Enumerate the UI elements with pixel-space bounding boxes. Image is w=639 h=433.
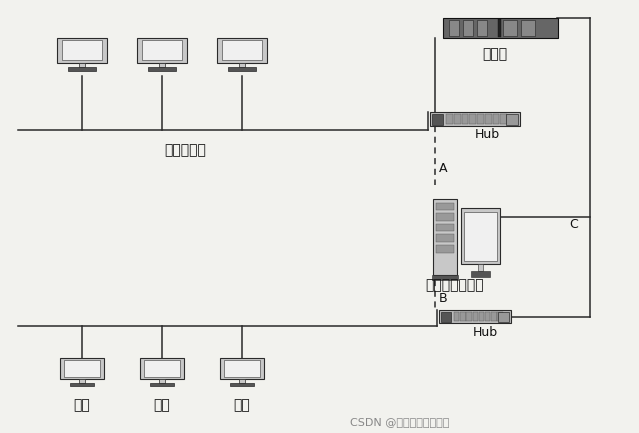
- Bar: [465, 211, 497, 261]
- Bar: [485, 312, 491, 321]
- Bar: [433, 198, 457, 275]
- Bar: [217, 38, 267, 63]
- Bar: [239, 63, 245, 67]
- Bar: [436, 234, 454, 242]
- Bar: [137, 38, 187, 63]
- Bar: [461, 114, 468, 124]
- Bar: [436, 224, 454, 232]
- Bar: [60, 358, 104, 379]
- Bar: [79, 379, 84, 383]
- Bar: [57, 38, 107, 63]
- Bar: [498, 312, 503, 321]
- Bar: [436, 213, 454, 221]
- Bar: [144, 360, 180, 377]
- Bar: [506, 113, 518, 125]
- Bar: [142, 40, 182, 60]
- Bar: [491, 312, 497, 321]
- Bar: [70, 383, 94, 386]
- Bar: [431, 275, 458, 281]
- Bar: [493, 114, 499, 124]
- Bar: [479, 312, 484, 321]
- Bar: [485, 114, 491, 124]
- Bar: [498, 311, 509, 321]
- Bar: [230, 383, 254, 386]
- Bar: [441, 311, 451, 321]
- Bar: [224, 360, 259, 377]
- Text: B: B: [439, 293, 447, 306]
- Bar: [503, 20, 517, 36]
- Bar: [477, 20, 486, 36]
- Bar: [449, 20, 459, 36]
- Bar: [62, 40, 102, 60]
- Bar: [473, 312, 478, 321]
- Bar: [471, 271, 491, 277]
- Bar: [521, 20, 535, 36]
- Text: 蜜罐: 蜜罐: [234, 398, 250, 412]
- Bar: [148, 67, 176, 71]
- Bar: [159, 379, 165, 383]
- Bar: [222, 40, 262, 60]
- Text: A: A: [439, 162, 447, 174]
- Bar: [159, 63, 165, 67]
- Bar: [479, 264, 483, 271]
- Bar: [439, 310, 511, 323]
- Bar: [446, 114, 453, 124]
- Bar: [79, 63, 85, 67]
- Bar: [430, 112, 520, 126]
- Text: Hub: Hub: [474, 129, 500, 142]
- Bar: [220, 358, 264, 379]
- Text: C: C: [569, 219, 578, 232]
- Bar: [436, 203, 454, 210]
- Bar: [469, 114, 476, 124]
- Bar: [463, 20, 472, 36]
- Bar: [461, 208, 500, 264]
- Bar: [442, 18, 557, 38]
- Text: CSDN @学无止境我爱学习: CSDN @学无止境我爱学习: [350, 417, 450, 427]
- Bar: [498, 19, 501, 37]
- Bar: [68, 67, 96, 71]
- Bar: [65, 360, 100, 377]
- Text: 路由器: 路由器: [482, 47, 507, 61]
- Bar: [432, 113, 443, 125]
- Bar: [466, 312, 472, 321]
- Text: 蜜罐: 蜜罐: [73, 398, 90, 412]
- Text: 受保护子网: 受保护子网: [164, 143, 206, 157]
- Bar: [436, 245, 454, 253]
- Bar: [228, 67, 256, 71]
- Bar: [500, 114, 507, 124]
- Bar: [454, 114, 461, 124]
- Bar: [240, 379, 245, 383]
- Bar: [460, 312, 466, 321]
- Text: Hub: Hub: [472, 326, 498, 339]
- Text: 陷阱网络探测器: 陷阱网络探测器: [426, 278, 484, 292]
- Bar: [454, 312, 459, 321]
- Bar: [477, 114, 484, 124]
- Bar: [150, 383, 174, 386]
- Bar: [140, 358, 184, 379]
- Text: 蜜罐: 蜜罐: [153, 398, 171, 412]
